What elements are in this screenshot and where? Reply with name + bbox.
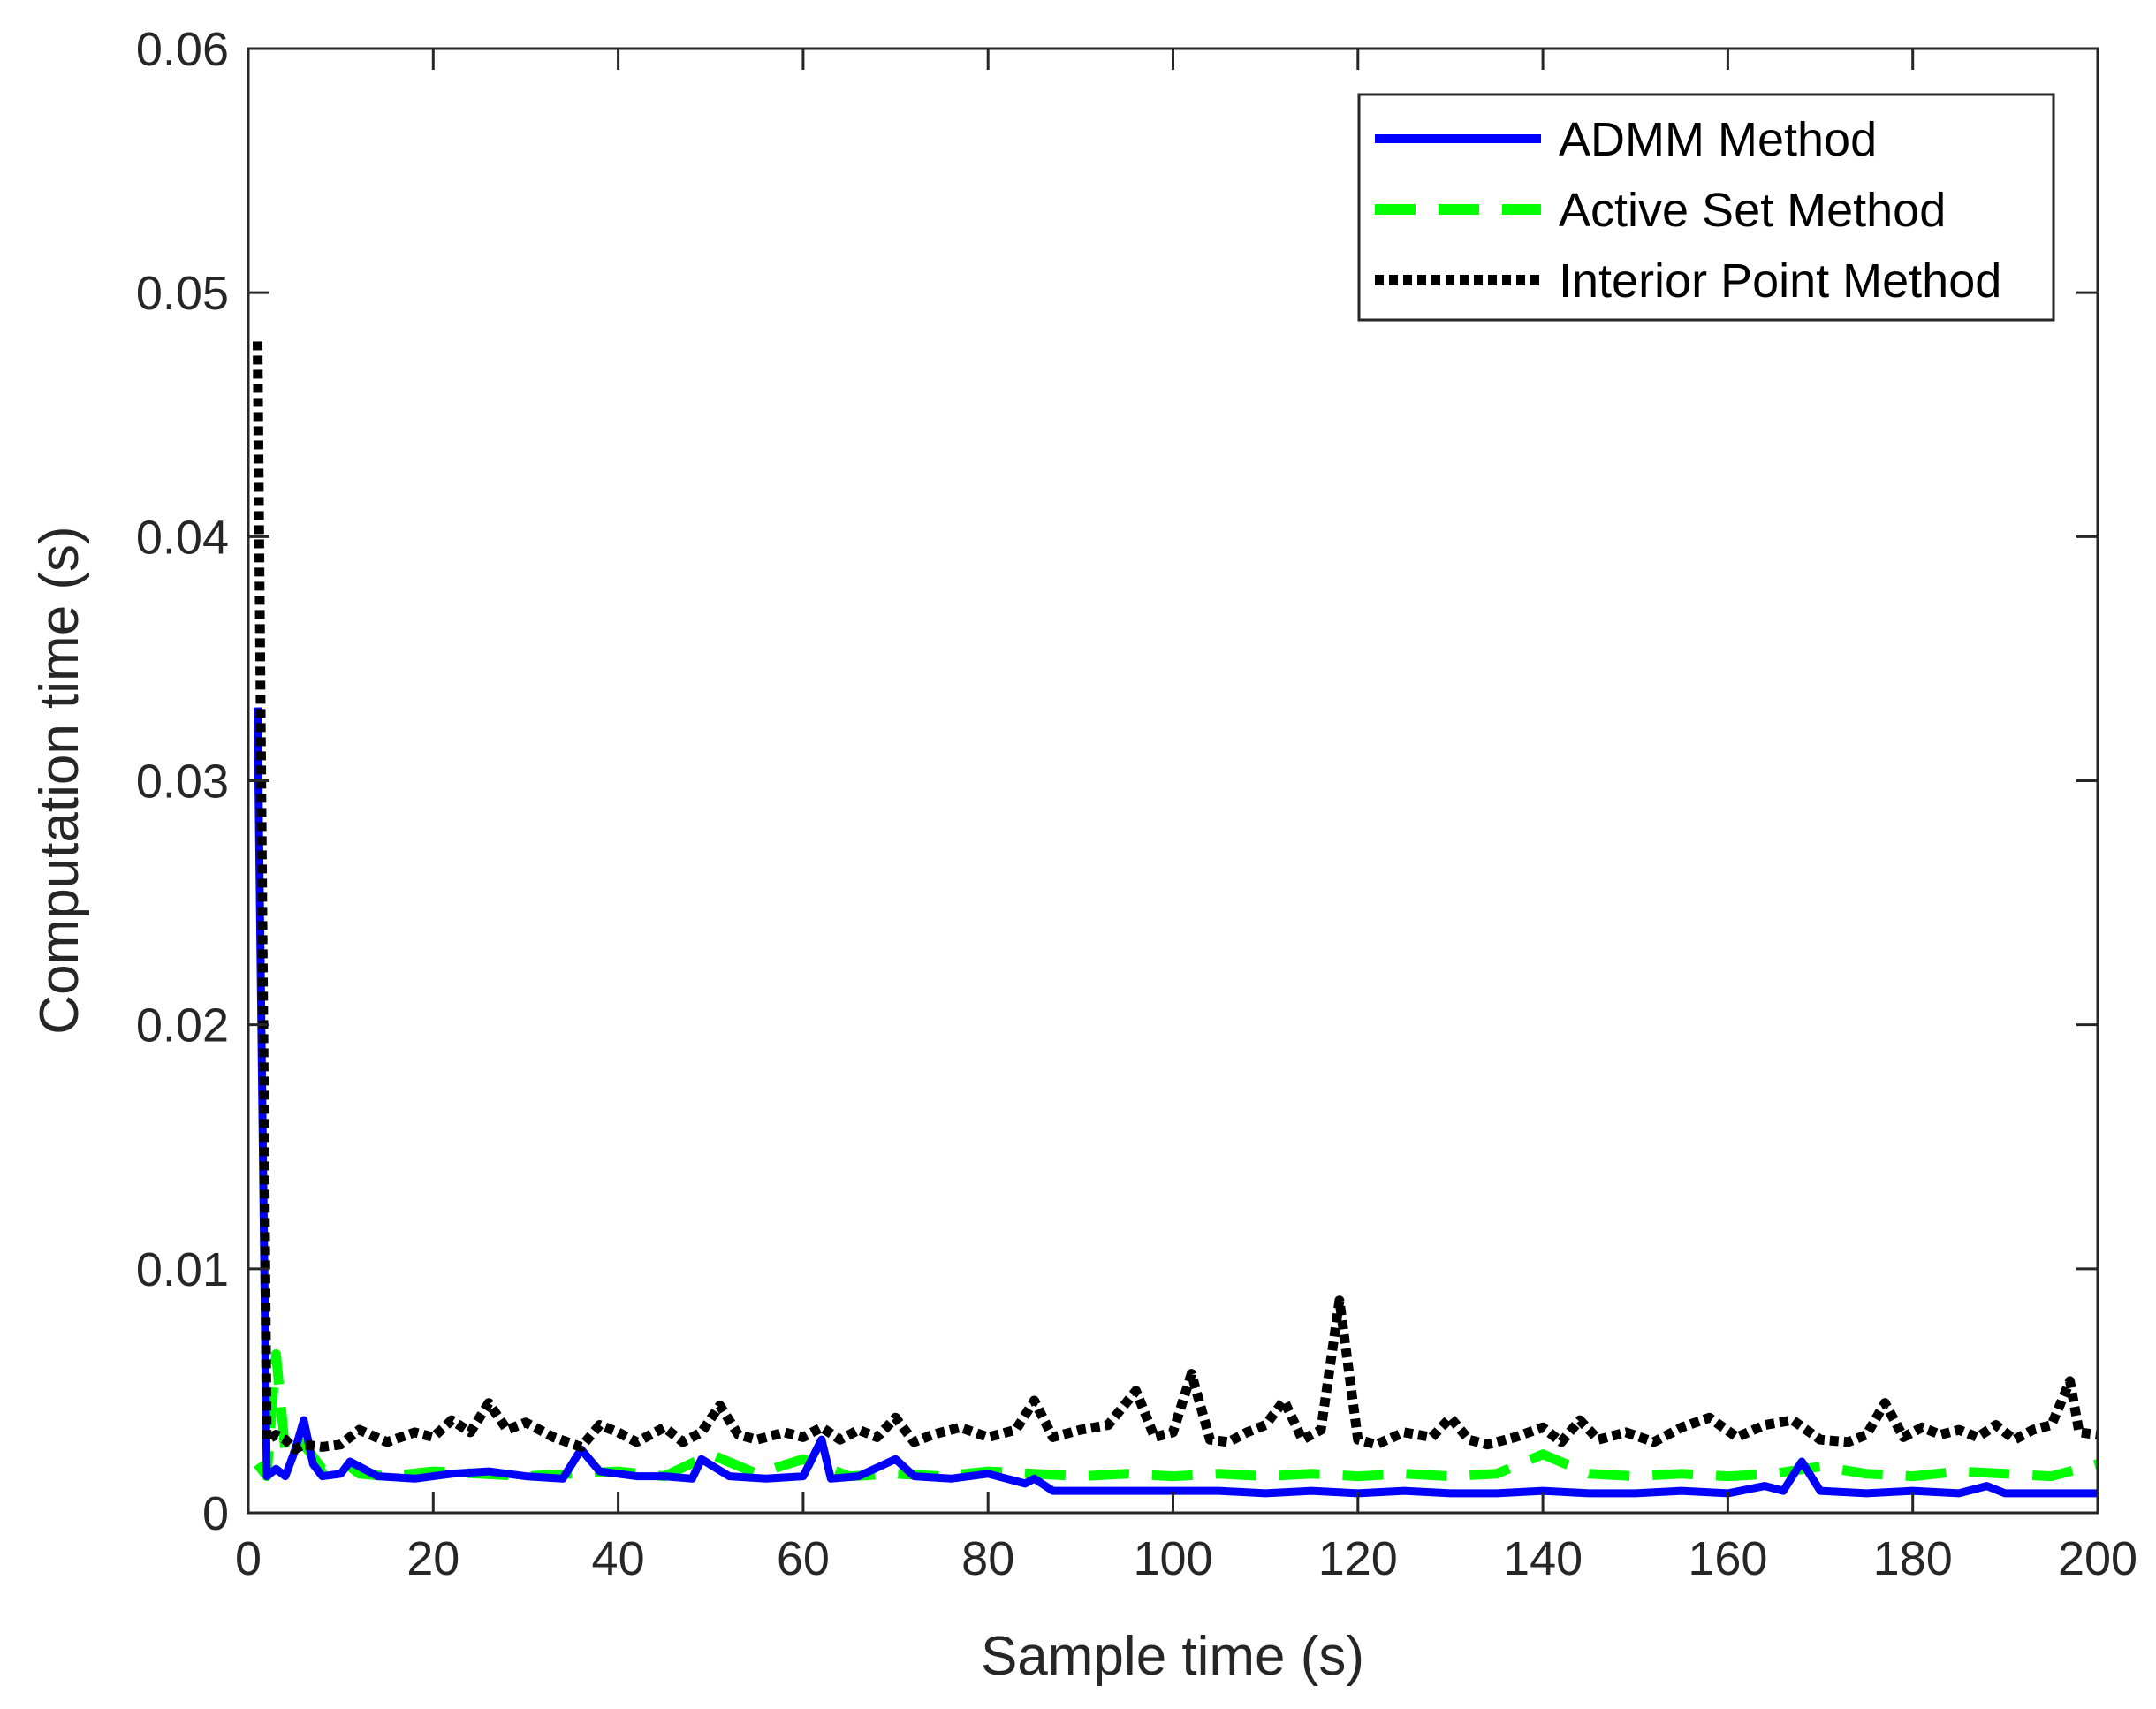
x-tick-label: 160 (1688, 1532, 1767, 1585)
series-layer (253, 341, 2099, 1498)
y-tick-label: 0.01 (136, 1243, 229, 1296)
x-tick-label: 120 (1318, 1532, 1398, 1585)
x-axis-label: Sample time (s) (981, 1626, 1364, 1687)
y-tick-label: 0 (202, 1487, 229, 1540)
legend: ADMM Method Active Set Method Interior P… (1357, 93, 2055, 322)
ticks-layer: 0 20 40 60 80 100 120 140 160 180 200 0 0.01 0.02 0.03… (136, 23, 2137, 1585)
legend-label-interior-point: Interior Point Method (1559, 254, 2001, 308)
x-tick-label: 0 (235, 1532, 262, 1585)
series-line-admm-method (254, 707, 2098, 1498)
y-tick-label: 0.06 (136, 23, 229, 76)
x-tick-label: 40 (592, 1532, 645, 1585)
x-tick-label: 80 (961, 1532, 1014, 1585)
x-tick-label: 20 (406, 1532, 459, 1585)
x-tick-label: 140 (1503, 1532, 1583, 1585)
x-tick-label: 180 (1873, 1532, 1953, 1585)
y-tick-label: 0.03 (136, 756, 229, 809)
x-tick-label: 60 (777, 1532, 830, 1585)
y-axis-label: Computation time (s) (29, 526, 90, 1034)
y-tick-label: 0.02 (136, 999, 229, 1052)
x-tick-label: 100 (1133, 1532, 1212, 1585)
legend-label-admm: ADMM Method (1559, 113, 1877, 166)
legend-label-active-set: Active Set Method (1559, 184, 1946, 237)
y-tick-label: 0.05 (136, 267, 229, 320)
series-line-interior-point-method (253, 341, 2099, 1455)
series-line-active-set-method (254, 1349, 2099, 1482)
x-tick-label: 200 (2058, 1532, 2137, 1585)
y-tick-label: 0.04 (136, 511, 229, 564)
